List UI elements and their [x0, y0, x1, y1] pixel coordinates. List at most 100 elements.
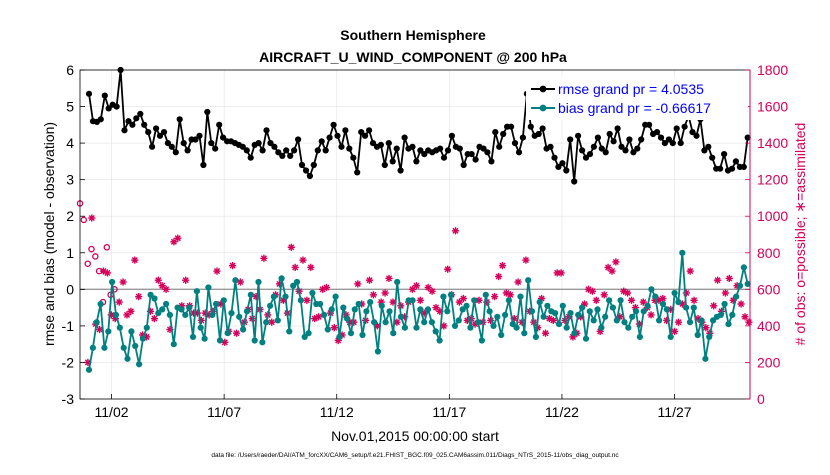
bias-point: [444, 308, 451, 315]
y-tick-label-right: 400: [757, 318, 781, 334]
bias-point: [559, 302, 566, 309]
y-tick-label-left: 6: [66, 62, 74, 78]
rmse-point: [377, 141, 384, 148]
bias-point: [139, 335, 146, 342]
bias-point: [567, 310, 574, 317]
bias-point: [136, 361, 143, 368]
bias-point: [382, 319, 389, 326]
obs-assimilated-marker: [612, 258, 620, 266]
y-tick-label-right: 800: [757, 245, 781, 261]
rmse-point: [669, 140, 676, 147]
obs-assimilated-marker: [588, 287, 597, 295]
y-tick-label-right: 1000: [757, 208, 788, 224]
y-axis-label-right: # of obs: o=possible; ∗=assimilated: [792, 123, 808, 346]
bias-point: [733, 293, 740, 300]
rmse-point: [125, 118, 132, 125]
bias-point: [475, 319, 482, 326]
bias-point: [528, 308, 536, 315]
rmse-point: [717, 165, 724, 172]
bias-point: [290, 282, 297, 289]
obs-assimilated-marker: [315, 313, 323, 321]
obs-assimilated-marker: [670, 327, 679, 335]
bias-point: [132, 342, 139, 350]
y-tick-label-right: 1800: [757, 62, 788, 78]
bias-point: [213, 300, 220, 308]
bias-point: [648, 286, 655, 293]
rmse-point: [129, 121, 136, 128]
obs-assimilated-marker: [287, 243, 295, 251]
bias-point: [428, 319, 435, 326]
y-tick-label-left: 2: [66, 208, 74, 224]
bias-point: [109, 278, 116, 286]
rmse-point: [263, 127, 270, 134]
obs-assimilated-marker: [451, 227, 460, 235]
bias-point: [482, 291, 489, 298]
rmse-point: [196, 132, 203, 139]
bias-point: [432, 328, 439, 335]
bias-point: [490, 322, 497, 329]
bias-point: [675, 299, 682, 306]
bias-point: [101, 344, 108, 351]
bias-point: [671, 289, 678, 297]
obs-assimilated-marker: [498, 262, 507, 270]
rmse-point: [271, 143, 278, 150]
chart-subtitle: AIRCRAFT_U_WIND_COMPONENT @ 200 hPa: [259, 49, 567, 65]
rmse-point: [701, 147, 708, 154]
rmse-point: [358, 129, 365, 136]
obs-assimilated-marker: [131, 256, 139, 264]
rmse-point: [417, 147, 424, 154]
obs-assimilated-marker: [213, 267, 221, 275]
bias-point: [502, 311, 509, 318]
bias-point: [740, 264, 748, 271]
rmse-point: [283, 147, 290, 154]
bias-point: [328, 306, 335, 313]
bias-point: [617, 297, 624, 304]
bias-point: [683, 304, 690, 311]
rmse-point: [295, 136, 302, 143]
bias-point: [552, 310, 559, 317]
obs-assimilated-marker: [686, 267, 694, 275]
y-tick-label-right: 200: [757, 354, 781, 370]
obs-assimilated-marker: [557, 269, 565, 277]
bias-point: [371, 319, 378, 326]
rmse-point: [677, 140, 684, 147]
y-tick-label-right: 1400: [757, 135, 788, 151]
bias-point: [706, 333, 713, 340]
rmse-point: [291, 147, 298, 154]
bias-point: [656, 317, 663, 324]
rmse-point: [468, 151, 475, 158]
bias-point: [155, 310, 162, 317]
bias-point: [359, 331, 366, 339]
bias-point: [159, 306, 166, 313]
bias-point: [309, 289, 316, 297]
obs-assimilated-marker: [491, 293, 499, 301]
rmse-point: [610, 138, 617, 145]
rmse-point: [302, 167, 310, 174]
bias-point: [220, 297, 227, 304]
rmse-point: [326, 134, 333, 141]
bias-point: [644, 302, 651, 309]
y-tick-label-left: 1: [66, 245, 74, 261]
bias-point: [332, 293, 339, 300]
rmse-point: [310, 161, 317, 169]
obs-assimilated-marker: [495, 272, 503, 281]
rmse-point: [239, 143, 246, 150]
rmse-point: [681, 123, 688, 130]
obs-assimilated-marker: [444, 265, 452, 273]
rmse-point: [255, 140, 262, 147]
bias-point: [89, 344, 96, 351]
bias-point: [151, 295, 158, 302]
bias-point: [729, 311, 736, 318]
bias-point: [598, 324, 605, 331]
bias-point: [636, 333, 644, 340]
obs-assimilated-marker: [690, 296, 698, 304]
bias-point: [467, 324, 474, 331]
bias-point: [186, 304, 193, 311]
bias-point: [374, 348, 381, 355]
bias-point: [536, 299, 543, 306]
obs-assimilated-marker: [682, 289, 690, 297]
y-tick-label-right: 0: [757, 391, 765, 407]
rmse-point: [440, 154, 448, 161]
rmse-point: [160, 129, 168, 136]
